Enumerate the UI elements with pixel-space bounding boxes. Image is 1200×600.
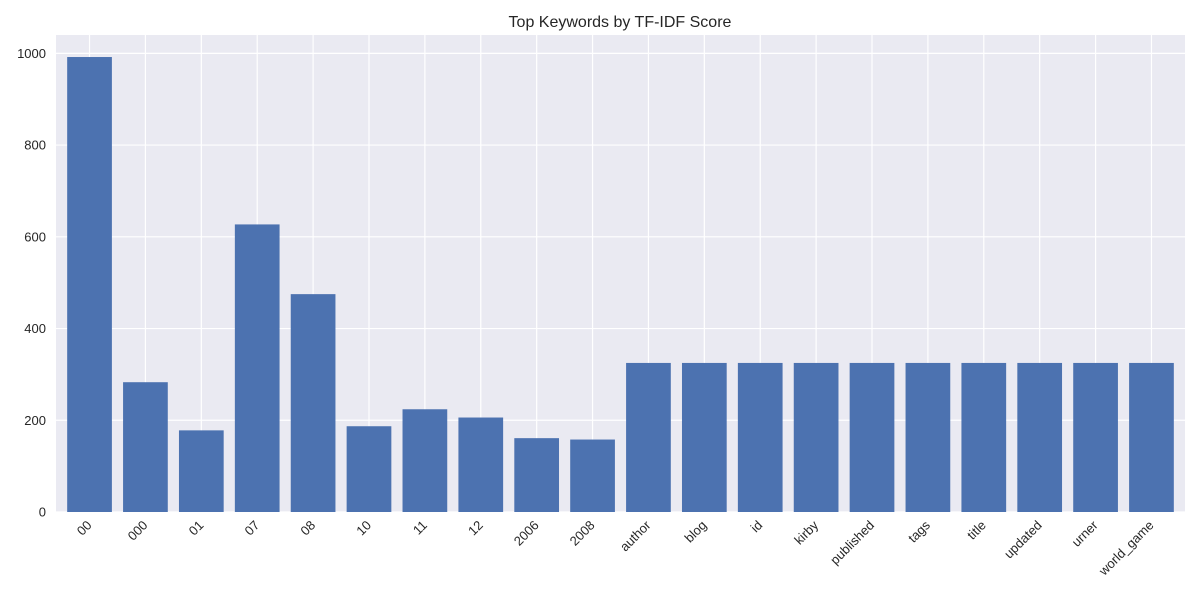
bar: [1017, 362, 1063, 512]
bar: [290, 294, 336, 512]
x-tick-label: 08: [297, 518, 318, 539]
x-tick-label: urner: [1069, 517, 1102, 550]
x-tick-label: 2006: [511, 518, 542, 549]
x-tick-label: updated: [1001, 518, 1045, 562]
bar: [514, 438, 560, 512]
bar: [793, 362, 839, 512]
x-tick-label: title: [964, 518, 989, 543]
x-tick-label: 11: [410, 518, 430, 538]
bar: [234, 224, 280, 512]
y-tick-label: 400: [24, 321, 46, 336]
x-tick-label: 07: [241, 518, 262, 539]
x-axis-ticks: 00 000 01 07 08 10 11 12 2006 2008 author blog id kir…: [74, 517, 1157, 579]
x-tick-label: published: [827, 518, 877, 568]
bar: [1129, 362, 1174, 512]
x-tick-label: world_game: [1095, 518, 1156, 579]
chart-title: Top Keywords by TF-IDF Score: [509, 14, 732, 31]
y-tick-label: 1000: [17, 46, 46, 61]
bar: [626, 362, 671, 512]
bar: [570, 439, 615, 512]
plot-area: [56, 35, 1185, 512]
bar: [402, 409, 448, 512]
y-axis-ticks: 0 200 400 600 800 1000: [17, 46, 46, 520]
x-tick-label: 2008: [567, 518, 598, 549]
x-tick-label: kirby: [791, 517, 821, 547]
x-tick-label: tags: [905, 517, 933, 545]
bar: [178, 430, 224, 512]
y-tick-label: 0: [39, 505, 46, 520]
x-tick-label: 12: [465, 518, 486, 539]
bar: [905, 362, 951, 512]
y-tick-label: 600: [24, 229, 46, 244]
bar: [1073, 362, 1118, 512]
x-tick-label: 10: [353, 518, 374, 539]
x-tick-label: 000: [125, 518, 151, 544]
y-tick-label: 800: [24, 138, 46, 153]
x-tick-label: 00: [74, 518, 95, 539]
bar: [849, 362, 895, 512]
bar: [737, 362, 783, 512]
bar-layer: [67, 57, 1174, 513]
bar: [123, 382, 168, 512]
bar: [67, 57, 112, 513]
bar: [346, 426, 392, 512]
x-tick-label: 01: [186, 518, 207, 539]
bar: [961, 362, 1007, 512]
bar: [681, 362, 727, 512]
x-tick-label: id: [748, 518, 766, 536]
bar: [458, 417, 504, 512]
x-tick-label: blog: [681, 518, 709, 546]
y-tick-label: 200: [24, 413, 46, 428]
x-tick-label: author: [617, 517, 654, 554]
